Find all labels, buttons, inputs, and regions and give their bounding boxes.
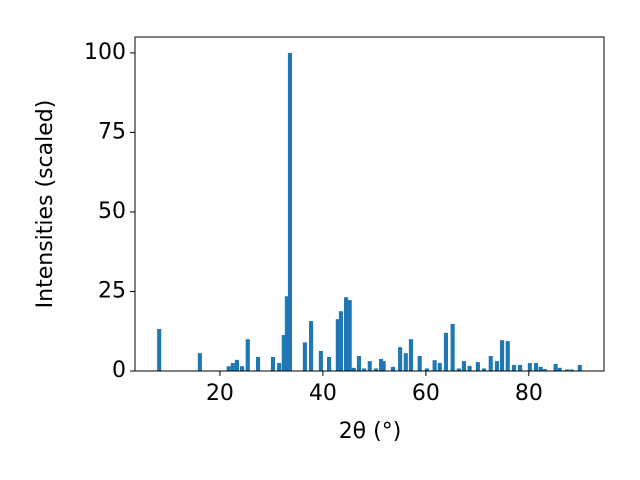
bar [390,366,395,371]
bar [408,339,414,371]
bar [542,369,547,371]
bar [527,363,532,371]
y-tick-label: 75 [98,119,126,144]
bar [500,340,505,371]
bar [327,357,332,371]
bar [403,353,408,371]
bar [379,358,384,371]
bar [475,362,480,371]
plot-frame [134,36,605,372]
bar [234,359,239,371]
bar [157,329,162,371]
x-tick-label: 40 [309,381,337,406]
bar [373,368,378,371]
y-axis-label: Intensities (scaled) [33,100,58,309]
bar [432,360,437,371]
bar [481,368,487,371]
bar [533,363,539,371]
y-tick-label: 50 [98,199,126,224]
bar [437,363,442,371]
bar [456,368,461,371]
bar [281,335,286,371]
bar [245,339,250,371]
bar [318,350,323,371]
bar [494,361,499,371]
bar [230,363,235,371]
bar [450,323,455,371]
bar [553,364,558,371]
bar [347,300,352,371]
bar [240,366,245,371]
bar [255,357,261,371]
bar [344,297,349,371]
bar [226,366,231,371]
bar [367,361,372,371]
bar [362,368,367,371]
bar [557,367,562,371]
bar [302,342,307,371]
x-tick-label: 20 [206,381,234,406]
bar [277,363,282,371]
bar [443,332,449,371]
y-tick-label: 100 [84,40,126,65]
bar [488,356,493,371]
bar [417,356,422,371]
bar [569,369,574,371]
bar [381,361,386,371]
bar [511,364,516,371]
bar [338,311,343,371]
bar [197,353,202,371]
bar [564,369,569,371]
bar [518,364,523,371]
bar [287,52,293,372]
x-tick-label: 60 [412,381,440,406]
bar [309,321,314,371]
y-tick-label: 25 [98,278,126,303]
bar [284,296,289,371]
bar [356,356,362,371]
bar [505,341,510,371]
bar [538,366,543,371]
x-axis-label: 2θ (°) [339,419,402,444]
bar [351,367,356,371]
bar [270,357,276,371]
bar [424,368,429,371]
bar [335,319,340,371]
bar [461,361,467,371]
y-tick-label: 0 [112,358,126,383]
bar [467,365,472,371]
bar [398,347,403,371]
x-tick-label: 80 [515,381,543,406]
bar [577,364,582,371]
